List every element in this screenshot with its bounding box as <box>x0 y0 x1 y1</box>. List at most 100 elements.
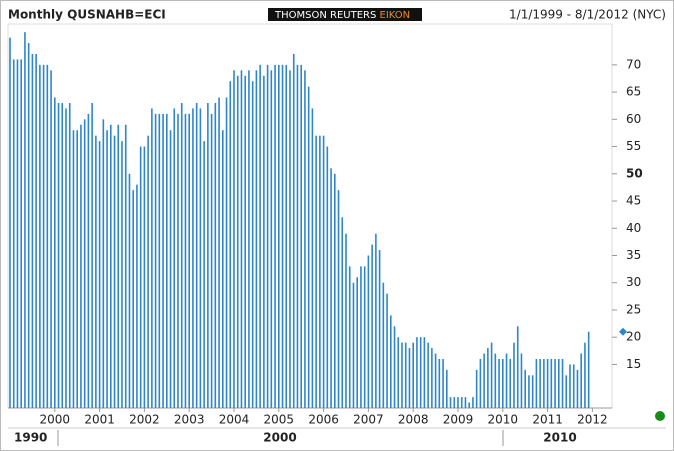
bar <box>565 375 568 408</box>
bar <box>408 348 411 408</box>
x-tick-label: 2010 <box>488 413 519 427</box>
bar <box>184 113 187 408</box>
bar <box>442 358 444 408</box>
bar <box>180 102 183 408</box>
y-tick-label: 35 <box>626 248 641 262</box>
bar <box>546 358 549 408</box>
brand-accent: EIKON <box>380 10 411 21</box>
bar <box>296 64 299 408</box>
bar <box>524 369 526 408</box>
bar <box>9 37 11 409</box>
bar <box>210 113 213 408</box>
bar <box>516 326 519 408</box>
bar <box>54 97 56 408</box>
bar <box>136 184 138 408</box>
brand-box <box>268 8 422 21</box>
bar <box>513 342 515 408</box>
bar <box>195 102 198 408</box>
x-tick-label: 2005 <box>264 413 295 427</box>
bar <box>12 59 15 408</box>
y-tick-label: 55 <box>626 139 641 153</box>
bar <box>502 358 504 408</box>
bar <box>225 97 228 408</box>
bar <box>438 358 441 408</box>
y-tick-label: 30 <box>626 275 641 289</box>
bar <box>203 141 205 408</box>
bar <box>348 266 351 408</box>
bar <box>300 64 302 408</box>
bar <box>561 358 564 408</box>
bar <box>528 375 530 408</box>
bar <box>16 59 19 408</box>
bar <box>20 59 22 408</box>
bar <box>543 358 545 408</box>
bar <box>397 337 400 408</box>
bar <box>483 353 485 408</box>
y-tick-label: 65 <box>626 85 641 99</box>
bar <box>72 130 75 408</box>
last-value-marker <box>619 327 627 336</box>
bar <box>76 130 78 408</box>
y-tick-label: 15 <box>626 357 641 371</box>
bar <box>229 81 232 408</box>
bar <box>460 397 463 408</box>
bar <box>334 173 336 408</box>
bar <box>42 64 45 408</box>
bar <box>580 353 582 408</box>
x-tick-label: 2008 <box>398 413 429 427</box>
bar <box>65 108 67 408</box>
bar <box>479 358 482 408</box>
bar <box>505 353 508 408</box>
bar <box>416 337 418 408</box>
bar <box>330 168 332 408</box>
bar <box>292 53 295 408</box>
y-tick-label: 20 <box>626 330 641 344</box>
bar <box>550 358 553 408</box>
bar <box>236 75 239 408</box>
chart-title: Monthly QUSNAHB=ECI <box>8 8 166 22</box>
bar <box>113 135 116 408</box>
bar <box>233 70 235 408</box>
bar <box>449 397 452 408</box>
bar <box>356 277 358 408</box>
bar <box>576 369 579 408</box>
bar <box>154 113 157 408</box>
bar <box>311 108 314 408</box>
bar <box>363 266 366 408</box>
bar <box>401 342 403 408</box>
bar <box>169 130 172 408</box>
bar <box>87 113 90 408</box>
bar <box>468 402 470 408</box>
decade-label: 2000 <box>263 431 296 445</box>
x-tick-label: 2004 <box>219 413 250 427</box>
bar <box>27 43 30 408</box>
bar <box>192 108 194 408</box>
bar <box>158 113 161 408</box>
bar <box>390 315 392 408</box>
bar <box>382 282 385 408</box>
bar <box>266 64 269 408</box>
y-tick-label: 45 <box>626 194 641 208</box>
bar <box>50 70 52 408</box>
bar <box>98 141 101 408</box>
bar <box>91 102 93 408</box>
brand-name: THOMSON REUTERS EIKON <box>274 10 410 21</box>
x-tick-label: 2006 <box>308 413 339 427</box>
bar <box>572 364 575 408</box>
date-range: 1/1/1999 - 8/1/2012 (NYC) <box>509 8 666 22</box>
bar <box>117 124 120 408</box>
bar <box>367 255 370 408</box>
bar <box>427 342 429 408</box>
y-tick-label: 25 <box>626 302 641 316</box>
bar <box>61 102 64 408</box>
bar <box>322 135 325 408</box>
status-dot <box>655 411 665 421</box>
bar <box>378 250 381 408</box>
bar <box>218 97 220 408</box>
x-tick-label: 2003 <box>174 413 205 427</box>
bar <box>68 102 71 408</box>
bar <box>446 369 448 408</box>
decade-label: 1990 <box>14 431 47 445</box>
